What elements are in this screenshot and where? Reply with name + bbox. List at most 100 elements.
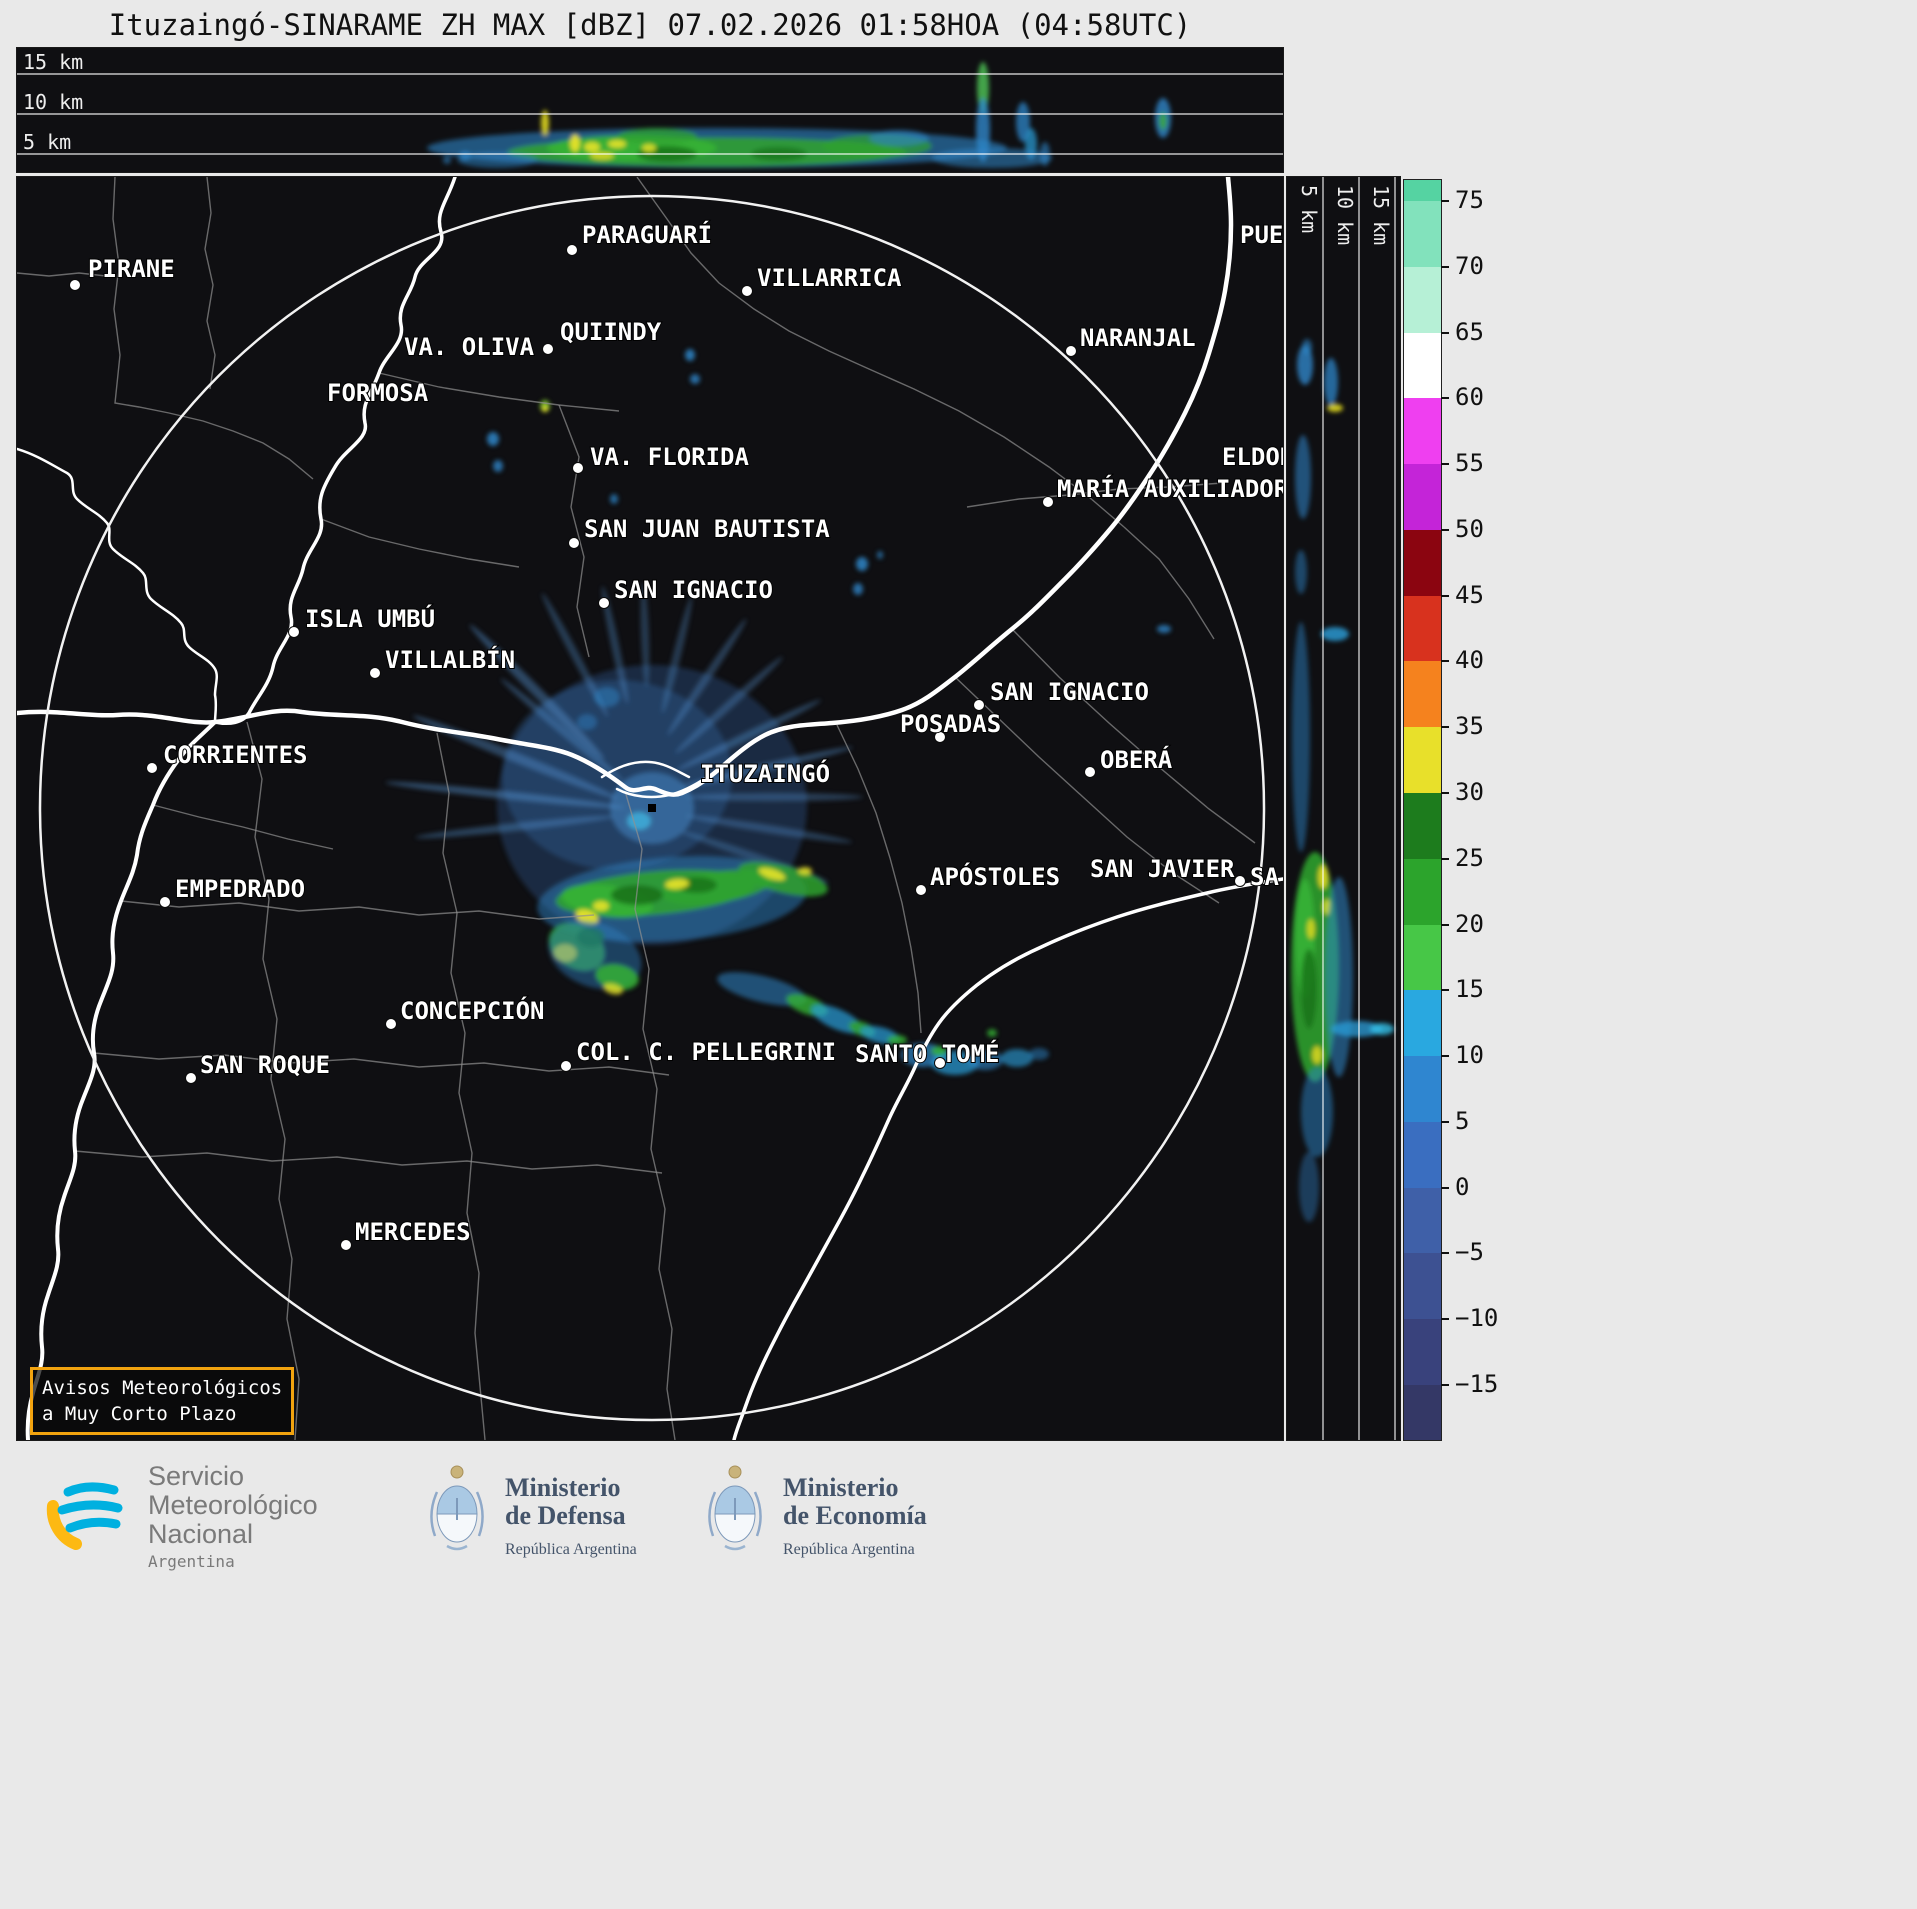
echo-blob (385, 781, 625, 809)
echo-blob (1159, 112, 1167, 130)
city-label: SAN JAVIER (1090, 855, 1235, 883)
colorbar-tick-label: 50 (1455, 515, 1484, 543)
cross-section-side-svg (1291, 177, 1396, 1440)
echo-blob (758, 867, 786, 881)
colorbar-block (1404, 1122, 1441, 1188)
colorbar-tick-label: 10 (1455, 1041, 1484, 1069)
city-label: PIRANE (88, 255, 175, 283)
echo-blob (584, 142, 600, 152)
coat-of-arms-icon (430, 1465, 484, 1551)
colorbar-block (1404, 1253, 1441, 1319)
echo-blob (932, 148, 1052, 168)
colorbar-tick-mark (1441, 200, 1449, 202)
colorbar-block (1404, 398, 1441, 464)
city-label: SANTO TOMÉ (855, 1039, 1000, 1068)
city-label: VA. FLORIDA (590, 443, 749, 471)
colorbar-block (1404, 180, 1441, 201)
economia-line1: Ministerio (783, 1473, 899, 1502)
city-dot (1042, 496, 1054, 508)
echo-blob (1292, 622, 1310, 852)
city-dot (185, 1072, 197, 1084)
echo-blob (853, 583, 863, 595)
echo-blob (1370, 1023, 1394, 1035)
echo-blob (681, 746, 853, 788)
colorbar-tick-label: −15 (1455, 1370, 1499, 1398)
colorbar-block (1404, 530, 1441, 596)
echo-blob (1324, 358, 1338, 406)
echo-blob (931, 1046, 947, 1056)
echo-blob (457, 152, 537, 168)
echo-blob (1331, 1021, 1383, 1037)
city-dot (369, 667, 381, 679)
colorbar-block (1404, 1385, 1441, 1440)
echo-blob (665, 878, 689, 890)
echo-blob (717, 972, 807, 1006)
city-dot (973, 699, 985, 711)
colorbar-tick-label: −10 (1455, 1304, 1499, 1332)
city-label: SAN IGNACIO (990, 678, 1149, 706)
city-dot (560, 1060, 572, 1072)
warning-line-1: Avisos Meteorológicos (42, 1377, 283, 1399)
colorbar-block (1404, 464, 1441, 530)
echo-blob (931, 1051, 979, 1075)
colorbar-tick-mark (1441, 529, 1449, 531)
colorbar-tick-label: 25 (1455, 844, 1484, 872)
altitude-label-10km: 10 km (23, 90, 84, 114)
echo-blob (590, 152, 614, 160)
city-dot (159, 896, 171, 908)
colorbar-tick-mark (1441, 1055, 1449, 1057)
defensa-line1: Ministerio (505, 1473, 621, 1502)
colorbar-tick-label: −5 (1455, 1238, 1484, 1266)
coat-of-arms-icon (708, 1465, 762, 1551)
echo-blob (1312, 1046, 1322, 1064)
city-dot (566, 244, 578, 256)
echo-blob (595, 963, 639, 991)
city-label: PUE (1240, 221, 1283, 249)
city-label: FORMOSA (327, 379, 429, 407)
smn-name-line3: Nacional (148, 1519, 254, 1549)
city-label: QUIINDY (560, 318, 662, 346)
echo-blob (1016, 102, 1030, 142)
defensa-logo-block: Ministerio de Defensa República Argentin… (425, 1462, 637, 1564)
echo-blob (570, 134, 580, 152)
altitude-label-15km-side: 15 km (1369, 185, 1393, 246)
colorbar-tick-mark (1441, 858, 1449, 860)
echo-blob (675, 656, 783, 754)
city-label: MARÍA AUXILIADORA (1057, 474, 1283, 503)
city-label: ITUZAINGÓ (700, 758, 830, 788)
colorbar-tick-label: 5 (1455, 1107, 1470, 1135)
colorbar-block (1404, 1188, 1441, 1253)
radar-echo-top-cross-section (427, 62, 1171, 168)
colorbar-tick-mark (1441, 1252, 1449, 1254)
radar-site-marker (648, 804, 656, 812)
echo-blob (443, 156, 451, 164)
warning-box: Avisos Meteorológicos a Muy Corto Plazo (30, 1367, 295, 1436)
city-dot (598, 597, 610, 609)
echo-blob (1299, 1152, 1319, 1222)
city-label: MERCEDES (355, 1218, 471, 1246)
echo-blob (667, 618, 747, 736)
city-label: EMPEDRADO (175, 875, 305, 903)
echo-blob (627, 812, 651, 830)
echo-blob (1325, 877, 1353, 1077)
colorbar-block (1404, 333, 1441, 398)
colorbar-tick-mark (1441, 463, 1449, 465)
smn-name-line4: Argentina (148, 1552, 235, 1571)
colorbar-tick-label: 55 (1455, 449, 1484, 477)
echo-blob (577, 714, 597, 730)
echo-blob (469, 624, 605, 760)
city-label: VILLALBÍN (385, 645, 515, 674)
city-label: ELDOR (1222, 443, 1283, 471)
echo-blob (601, 586, 629, 704)
colorbar-tick-mark (1441, 397, 1449, 399)
defensa-line2: de Defensa (505, 1501, 626, 1530)
river-paraguay (213, 175, 457, 726)
city-dot (568, 537, 580, 549)
colorbar-tick-label: 65 (1455, 318, 1484, 346)
echo-blob (1029, 1048, 1049, 1060)
colorbar-block (1404, 596, 1441, 661)
river-bermejo (15, 447, 219, 724)
colorbar-tick-mark (1441, 660, 1449, 662)
admin-borders (16, 176, 1256, 1441)
river-parana-braid-north (600, 760, 691, 779)
